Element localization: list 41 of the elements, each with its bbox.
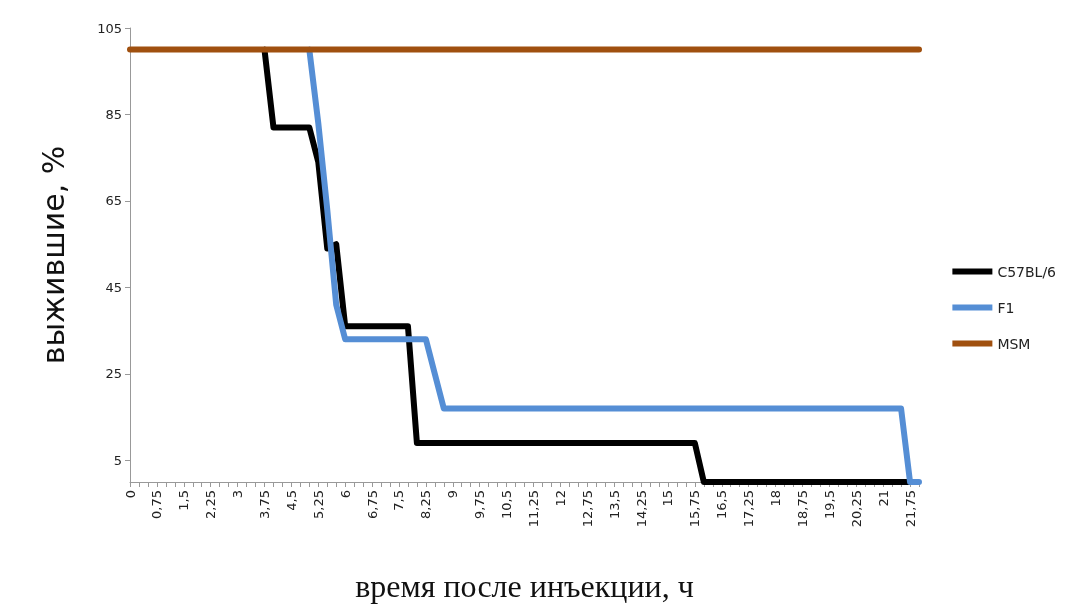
y-tick-label: 105 — [97, 20, 122, 36]
x-tick-label: 9,75 — [472, 490, 488, 519]
y-tick-label: 85 — [105, 106, 122, 122]
x-tick-label: 16,5 — [714, 490, 730, 519]
y-tick-label: 5 — [113, 452, 122, 468]
x-tick-label: 14,25 — [633, 490, 649, 528]
y-tick-label: 25 — [105, 366, 122, 382]
legend-label: MSM — [997, 335, 1031, 352]
x-tick-label: 0 — [122, 490, 138, 499]
x-tick-label: 9 — [445, 490, 461, 499]
x-tick-label: 21 — [875, 490, 891, 507]
y-tick-label: 65 — [105, 193, 122, 209]
legend-label: F1 — [997, 299, 1015, 316]
x-tick-label: 18 — [768, 490, 784, 507]
x-tick-label: 19,5 — [821, 490, 837, 519]
x-tick-label: 1,5 — [176, 490, 192, 511]
x-tick-label: 5,25 — [310, 490, 326, 519]
x-tick-label: 3 — [230, 490, 246, 499]
x-tick-label: 0,75 — [149, 490, 165, 519]
x-tick-label: 2,25 — [203, 490, 219, 519]
x-tick-label: 15 — [660, 490, 676, 507]
y-axis-title: выжившие, % — [35, 145, 71, 365]
x-tick-label: 20,25 — [848, 490, 864, 528]
x-tick-label: 13,5 — [606, 490, 622, 519]
x-axis-title: время после инъекции, ч — [355, 568, 694, 604]
x-tick-label: 15,75 — [687, 490, 703, 528]
x-tick-label: 6,75 — [364, 490, 380, 519]
x-tick-label: 12 — [552, 490, 568, 507]
x-tick-label: 17,25 — [741, 490, 757, 528]
y-tick-label: 45 — [105, 279, 122, 295]
x-tick-label: 18,75 — [794, 490, 810, 528]
legend-label: C57BL/6 — [997, 263, 1057, 280]
x-tick-label: 11,25 — [525, 490, 541, 528]
x-tick-label: 6 — [337, 490, 353, 499]
x-tick-label: 4,5 — [283, 490, 299, 511]
x-tick-label: 10,5 — [499, 490, 515, 519]
x-tick-label: 7,5 — [391, 490, 407, 511]
x-tick-label: 21,75 — [902, 490, 918, 528]
x-tick-label: 12,75 — [579, 490, 595, 528]
x-tick-label: 3,75 — [256, 490, 272, 519]
x-tick-label: 8,25 — [418, 490, 434, 519]
